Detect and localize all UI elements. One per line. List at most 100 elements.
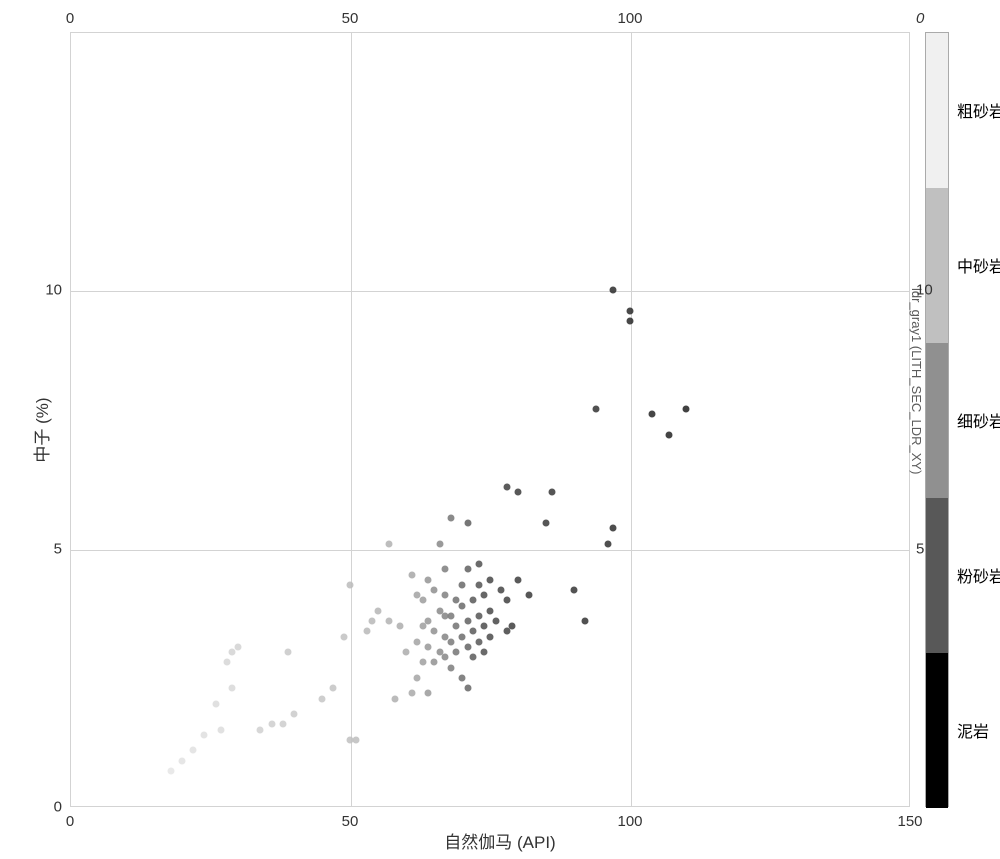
scatter-point	[431, 587, 438, 594]
scatter-point	[666, 432, 673, 439]
scatter-point	[425, 576, 432, 583]
colorbar-category-label: 泥岩	[957, 718, 989, 742]
y-tick-right: 10	[916, 282, 933, 299]
colorbar-title: ldr_gray1 (LITH_SEC_LDR_XY)	[909, 288, 924, 474]
scatter-point	[498, 587, 505, 594]
x-tick-bottom: 0	[66, 813, 74, 830]
scatter-point	[436, 540, 443, 547]
scatter-point	[442, 592, 449, 599]
scatter-point	[447, 664, 454, 671]
colorbar-category-label: 粉砂岩	[957, 563, 1000, 587]
top-right-corner-label: 0	[916, 10, 924, 27]
scatter-point	[470, 597, 477, 604]
scatter-point	[431, 659, 438, 666]
scatter-point	[604, 540, 611, 547]
scatter-point	[453, 649, 460, 656]
scatter-point	[459, 602, 466, 609]
y-tick-left: 5	[54, 540, 62, 557]
scatter-point	[330, 685, 337, 692]
scatter-point	[593, 406, 600, 413]
scatter-point	[503, 597, 510, 604]
scatter-point	[341, 633, 348, 640]
scatter-point	[403, 649, 410, 656]
scatter-point	[347, 581, 354, 588]
x-tick-bottom: 50	[342, 813, 359, 830]
scatter-point	[475, 581, 482, 588]
y-tick-right: 5	[916, 540, 924, 557]
scatter-point	[515, 576, 522, 583]
scatter-point	[431, 628, 438, 635]
scatter-point	[363, 628, 370, 635]
scatter-point	[464, 685, 471, 692]
x-tick-bottom: 150	[897, 813, 922, 830]
scatter-point	[487, 607, 494, 614]
scatter-point	[319, 695, 326, 702]
scatter-point	[649, 411, 656, 418]
scatter-point	[492, 618, 499, 625]
x-axis-label: 自然伽马 (API)	[444, 828, 555, 853]
scatter-point	[464, 618, 471, 625]
scatter-point	[526, 592, 533, 599]
colorbar-category-label: 粗砂岩	[957, 98, 1000, 122]
scatter-point	[235, 643, 242, 650]
scatter-point	[464, 519, 471, 526]
plot-area	[70, 32, 910, 807]
colorbar-category-label: 中砂岩	[957, 253, 1000, 277]
scatter-point	[475, 638, 482, 645]
scatter-point	[453, 623, 460, 630]
scatter-point	[414, 674, 421, 681]
x-tick-top: 0	[66, 10, 74, 27]
scatter-point	[369, 618, 376, 625]
scatter-point	[419, 659, 426, 666]
scatter-point	[257, 726, 264, 733]
scatter-point	[397, 623, 404, 630]
x-tick-top: 50	[342, 10, 359, 27]
scatter-point	[447, 638, 454, 645]
scatter-point	[627, 308, 634, 315]
scatter-point	[212, 700, 219, 707]
scatter-point	[285, 649, 292, 656]
scatter-point	[167, 767, 174, 774]
scatter-point	[279, 721, 286, 728]
scatter-point	[201, 731, 208, 738]
scatter-point	[582, 618, 589, 625]
scatter-point	[683, 406, 690, 413]
scatter-point	[419, 597, 426, 604]
scatter-point	[487, 633, 494, 640]
scatter-point	[610, 525, 617, 532]
colorbar-segment	[926, 498, 948, 653]
y-tick-left: 0	[54, 799, 62, 816]
scatter-point	[509, 623, 516, 630]
scatter-point	[610, 287, 617, 294]
colorbar-segment	[926, 33, 948, 188]
scatter-point	[459, 581, 466, 588]
scatter-point	[179, 757, 186, 764]
scatter-point	[503, 483, 510, 490]
scatter-point	[442, 566, 449, 573]
scatter-point	[487, 576, 494, 583]
scatter-point	[223, 659, 230, 666]
colorbar-category-label: 细砂岩	[957, 408, 1000, 432]
scatter-point	[571, 587, 578, 594]
x-tick-top: 100	[617, 10, 642, 27]
scatter-point	[464, 566, 471, 573]
scatter-point	[425, 690, 432, 697]
colorbar-segment	[926, 653, 948, 808]
scatter-point	[375, 607, 382, 614]
scatter-point	[291, 711, 298, 718]
scatter-point	[352, 736, 359, 743]
scatter-point	[386, 540, 393, 547]
scatter-point	[447, 612, 454, 619]
colorbar-segment	[926, 343, 948, 498]
scatter-point	[386, 618, 393, 625]
scatter-point	[414, 638, 421, 645]
colorbar-segment	[926, 188, 948, 343]
scatter-point	[475, 561, 482, 568]
scatter-point	[481, 623, 488, 630]
scatter-point	[475, 612, 482, 619]
scatter-point	[464, 643, 471, 650]
scatter-point	[481, 649, 488, 656]
scatter-point	[218, 726, 225, 733]
scatter-point	[543, 519, 550, 526]
scatter-point	[408, 690, 415, 697]
